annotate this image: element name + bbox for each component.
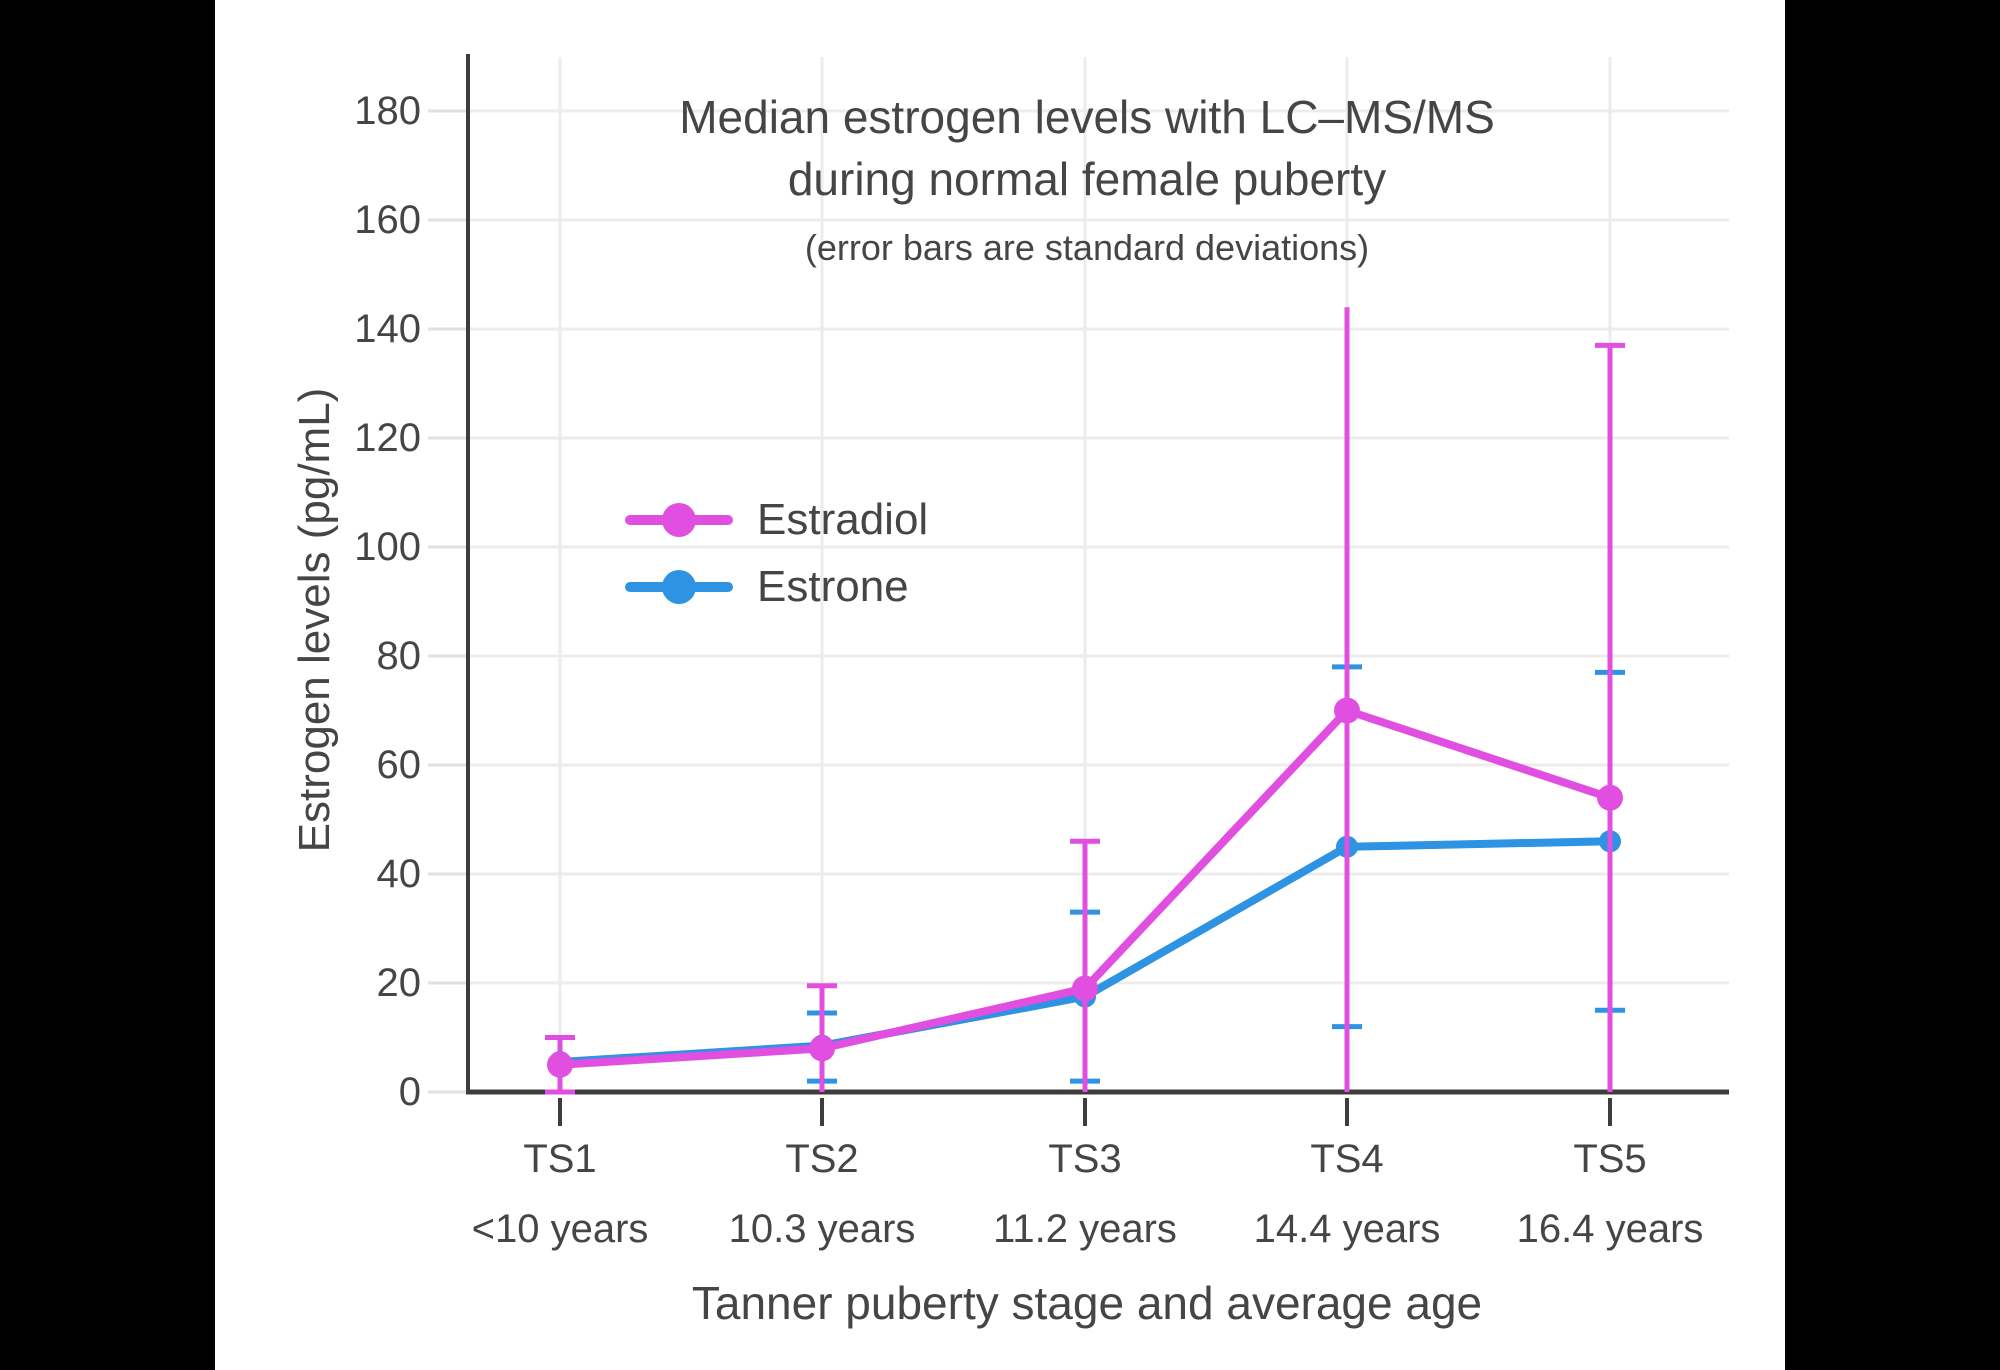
x-tick-stage-label-TS5: TS5 — [1573, 1137, 1647, 1181]
x-tick-age-label-TS2: 10.3 years — [728, 1207, 916, 1251]
y-tick-label-0: 0 — [398, 1070, 421, 1114]
y-tick-label-160: 160 — [354, 198, 421, 242]
y-tick-label-120: 120 — [354, 416, 421, 460]
y-tick-label-60: 60 — [376, 743, 422, 787]
chart-subtitle: (error bars are standard deviations) — [804, 227, 1370, 268]
letterbox-left — [0, 0, 215, 1370]
chart-canvas: Median estrogen levels with LC–MS/MS dur… — [215, 0, 1785, 1370]
y-tick-label-80: 80 — [376, 634, 422, 678]
x-tick-age-label-TS4: 14.4 years — [1253, 1207, 1441, 1251]
legend-label-estrone: Estrone — [757, 562, 909, 611]
x-tick-stage-label-TS4: TS4 — [1310, 1137, 1384, 1181]
y-tick-label-140: 140 — [354, 307, 421, 351]
legend-item-estradiol[interactable]: Estradiol — [625, 495, 929, 544]
x-tick-stage-label-TS1: TS1 — [523, 1137, 597, 1181]
y-axis-title: Estrogen levels (pg/mL) — [290, 387, 339, 853]
x-tick-stage-label-TS3: TS3 — [1048, 1137, 1122, 1181]
x-axis-title: Tanner puberty stage and average age — [691, 1277, 1483, 1329]
y-tick-label-100: 100 — [354, 525, 421, 569]
legend-item-estrone[interactable]: Estrone — [625, 562, 909, 611]
x-tick-age-label-TS1: <10 years — [471, 1207, 649, 1251]
chart-title-line1: Median estrogen levels with LC–MS/MS — [679, 91, 1495, 143]
x-tick-age-label-TS5: 16.4 years — [1516, 1207, 1704, 1251]
y-tick-label-40: 40 — [376, 852, 422, 896]
x-tick-stage-label-TS2: TS2 — [785, 1137, 859, 1181]
letterbox-right — [1785, 0, 2000, 1370]
estradiol-line-marker-icon — [625, 497, 733, 543]
x-tick-age-label-TS3: 11.2 years — [993, 1207, 1177, 1251]
chart-plot-area — [428, 54, 1729, 1126]
y-tick-label-180: 180 — [354, 89, 421, 133]
y-tick-label-20: 20 — [376, 961, 422, 1005]
chart-title-line2: during normal female puberty — [787, 153, 1387, 205]
legend-label-estradiol: Estradiol — [757, 495, 929, 544]
estrone-line-marker-icon — [625, 564, 733, 610]
